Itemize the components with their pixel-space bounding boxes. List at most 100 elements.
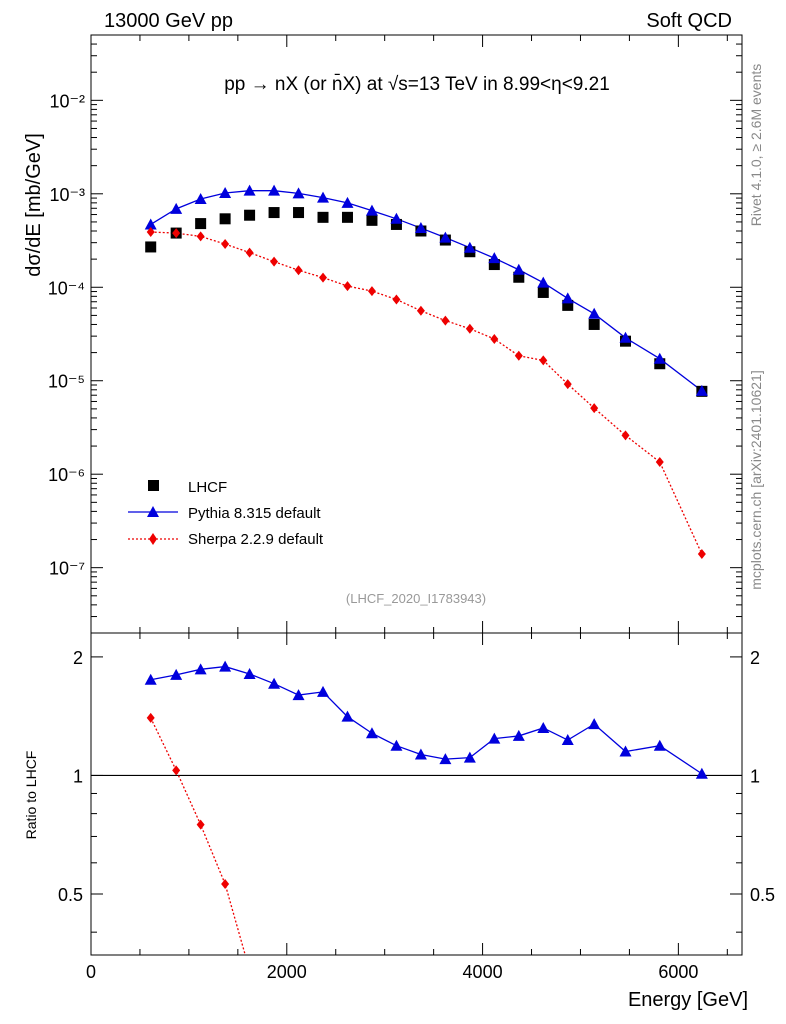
- x-tick-label: 6000: [658, 962, 698, 982]
- pythia-marker: [695, 384, 708, 396]
- pythia-marker: [243, 184, 256, 196]
- pythia-marker: [365, 204, 378, 216]
- lhcf-data-point: [513, 271, 525, 283]
- sherpa-marker: [221, 239, 230, 250]
- lhcf-data-point: [145, 241, 157, 253]
- pythia-curve: [150, 190, 703, 392]
- sherpa-marker: [367, 286, 376, 297]
- main-y-tick-label: 10⁻⁵: [48, 372, 85, 392]
- lhcf-data-point: [293, 207, 305, 219]
- sherpa-marker: [146, 227, 155, 238]
- ratio-pythia-marker: [390, 739, 403, 751]
- ratio-pythia-marker: [512, 729, 525, 741]
- lhcf-data-point: [244, 209, 256, 221]
- x-axis-label: Energy [GeV]: [628, 989, 748, 1011]
- ratio-pythia-curve: [150, 665, 703, 775]
- ratio-pythia-marker: [317, 685, 330, 697]
- main-y-tick-label: 10⁻³: [49, 185, 85, 205]
- main-y-label: dσ/dE [mb/GeV]: [23, 133, 45, 277]
- ratio-y-label: Ratio to LHCF: [23, 751, 39, 840]
- main-y-tick-label: 10⁻⁷: [49, 559, 85, 579]
- pythia-marker: [653, 352, 666, 364]
- ratio-pythia-marker: [243, 667, 256, 679]
- main-y-tick-label: 10⁻⁴: [48, 278, 85, 298]
- legend-sherpa-marker: [149, 533, 157, 545]
- lhcf-data-point: [537, 286, 549, 298]
- ratio-pythia-marker: [268, 677, 281, 689]
- ratio-pythia-marker: [439, 753, 452, 765]
- legend-pythia-label: Pythia 8.315 default: [188, 505, 321, 522]
- pythia-marker: [341, 196, 354, 208]
- pythia-marker: [619, 331, 632, 343]
- pythia-marker: [463, 241, 476, 253]
- mcplots-info: mcplots.cern.ch [arXiv:2401.10621]: [748, 370, 764, 589]
- ratio-y-tick-label-right: 0.5: [750, 885, 775, 905]
- ratio-y-tick-label-right: 1: [750, 766, 760, 786]
- ratio-pythia-marker: [414, 748, 427, 760]
- pythia-marker: [512, 263, 525, 275]
- sherpa-marker: [416, 305, 425, 316]
- ratio-pythia-marker: [588, 718, 601, 730]
- ratio-pythia-marker: [292, 689, 305, 701]
- lhcf-data-point: [366, 214, 378, 226]
- legend-sherpa-label: Sherpa 2.2.9 default: [188, 531, 324, 548]
- pythia-marker: [488, 252, 501, 264]
- sherpa-marker: [172, 228, 181, 239]
- ratio-panel-frame: [90, 632, 743, 956]
- ratio-series-layer: [144, 660, 708, 956]
- main-y-tick-label: 10⁻²: [49, 91, 85, 111]
- lhcf-data-point: [195, 218, 207, 230]
- ratio-pythia-marker: [170, 668, 183, 680]
- ratio-y-tick-label: 2: [73, 648, 83, 668]
- sherpa-marker: [294, 265, 303, 276]
- ratio-pythia-marker: [219, 660, 232, 672]
- ratio-sherpa-marker: [146, 712, 155, 723]
- ratio-pythia-marker: [194, 663, 207, 675]
- lhcf-data-point: [317, 211, 329, 223]
- ratio-pythia-marker: [463, 751, 476, 763]
- legend: LHCF Pythia 8.315 default Sherpa 2.2.9 d…: [128, 479, 324, 548]
- pythia-marker: [414, 222, 427, 234]
- sherpa-marker: [514, 350, 523, 361]
- main-y-axis-ticks: 10⁻⁷ 10⁻⁶ 10⁻⁵ 10⁻⁴ 10⁻³ 10⁻²: [48, 34, 742, 634]
- sherpa-marker: [196, 231, 205, 242]
- lhcf-data-point: [654, 358, 666, 370]
- ratio-y-tick-label-right: 2: [750, 648, 760, 668]
- pythia-marker: [390, 212, 403, 224]
- pythia-marker: [144, 218, 157, 230]
- main-title: pp → nX (or n̄X) at √s=13 TeV in 8.99<η<…: [224, 74, 610, 95]
- pythia-marker: [439, 231, 452, 243]
- sherpa-marker: [319, 272, 328, 283]
- main-y-tick-label: 10⁻⁶: [48, 465, 85, 485]
- sherpa-marker: [392, 294, 401, 305]
- ratio-pythia-marker: [488, 732, 501, 744]
- sherpa-marker: [270, 256, 279, 267]
- pythia-marker: [537, 276, 550, 288]
- header-left: 13000 GeV pp: [104, 10, 233, 32]
- pythia-marker: [292, 187, 305, 199]
- pythia-marker: [588, 307, 601, 319]
- sherpa-marker: [490, 333, 499, 344]
- ratio-axis-ticks: 0.5 0.5 1 1 2 2 0 2000 4000 6000: [58, 633, 775, 982]
- sherpa-marker: [655, 457, 664, 468]
- pythia-marker: [170, 202, 183, 214]
- rivet-info: Rivet 4.1.0, ≥ 2.6M events: [748, 64, 764, 227]
- x-tick-label: 0: [86, 962, 96, 982]
- sherpa-marker: [343, 281, 352, 292]
- sherpa-marker: [539, 355, 548, 366]
- ratio-sherpa-marker: [172, 765, 181, 776]
- sherpa-marker: [563, 379, 572, 390]
- ratio-sherpa-curve: [150, 717, 246, 956]
- ratio-pythia-marker: [365, 727, 378, 739]
- ratio-pythia-marker: [144, 673, 157, 685]
- sherpa-marker: [697, 549, 706, 560]
- sherpa-marker: [441, 315, 450, 326]
- sherpa-marker: [621, 430, 630, 441]
- lhcf-data-point: [219, 213, 231, 225]
- sherpa-marker: [245, 247, 254, 258]
- ratio-pythia-marker: [561, 734, 574, 746]
- ratio-sherpa-marker: [196, 819, 205, 830]
- x-tick-label: 2000: [267, 962, 307, 982]
- ratio-pythia-marker: [619, 745, 632, 757]
- pythia-marker: [268, 184, 281, 196]
